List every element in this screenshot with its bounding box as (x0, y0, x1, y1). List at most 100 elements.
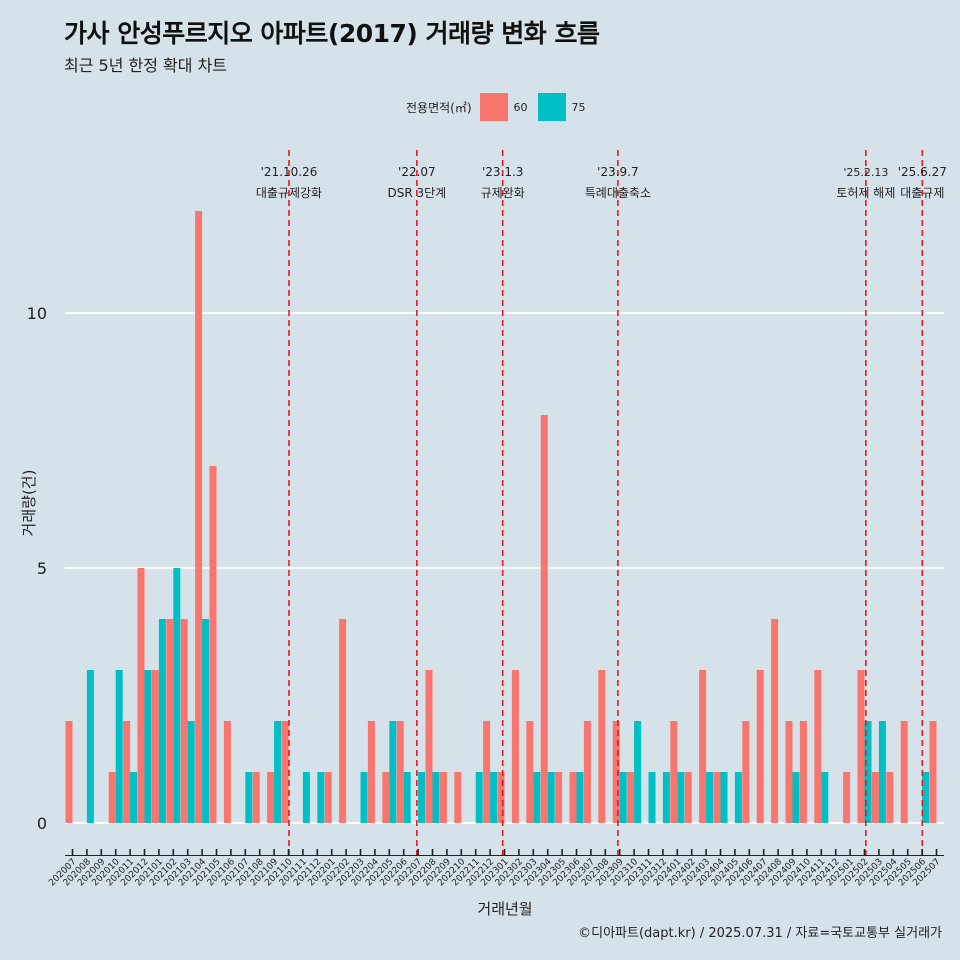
event-label: 토허제 해제 (836, 186, 895, 200)
bar-75-202103 (187, 721, 195, 823)
event-label: 규제완화 (481, 186, 525, 200)
bar-75-202304 (547, 772, 555, 823)
bar-60-202105 (209, 466, 217, 823)
event-label: 대출규제 (900, 186, 944, 200)
event-label: DSR 3단계 (387, 186, 446, 200)
chart-title: 가사 안성푸르지오 아파트(2017) 거래량 변화 흐름 (64, 19, 600, 48)
event-date-label: '25.6.27 (898, 165, 947, 179)
bar-60-202403 (699, 670, 707, 823)
bar-60-202101 (151, 670, 159, 823)
bar-60-202212 (483, 721, 491, 823)
bars (65, 211, 937, 823)
bar-75-202205 (389, 721, 397, 823)
bar-75-202111 (302, 772, 310, 823)
bar-75-202311 (648, 772, 656, 823)
bar-75-202411 (821, 772, 829, 823)
bar-60-202505 (900, 721, 908, 823)
bar-75-202011 (130, 772, 138, 823)
bar-60-202507 (929, 721, 937, 823)
event-date-label: '22.07 (398, 165, 436, 179)
bar-60-202310 (627, 772, 635, 823)
bar-75-202404 (720, 772, 728, 823)
chart-subtitle: 최근 5년 한정 확대 차트 (64, 56, 228, 75)
bar-75-202208 (432, 772, 440, 823)
y-tick-label: 5 (37, 559, 47, 578)
bar-60-202110 (281, 721, 289, 823)
bar-75-202010 (115, 670, 123, 823)
bar-75-202306 (576, 772, 584, 823)
bar-60-202406 (742, 721, 750, 823)
bar-60-202401 (670, 721, 678, 823)
bar-60-202504 (886, 772, 894, 823)
bar-75-202401 (677, 772, 685, 823)
bar-60-202104 (195, 211, 203, 823)
bar-75-202008 (86, 670, 94, 823)
bar-75-202012 (144, 670, 152, 823)
legend-swatch-60 (479, 93, 508, 121)
bar-60-202404 (713, 772, 721, 823)
y-tick-label: 0 (37, 814, 47, 833)
bar-60-202402 (684, 772, 692, 823)
event-date-label: '23.1.3 (482, 165, 523, 179)
y-axis-label: 거래량(건) (20, 470, 38, 537)
legend-label-75: 75 (571, 100, 586, 114)
bar-60-202306 (569, 772, 577, 823)
bar-60-202109 (267, 772, 275, 823)
bar-60-202108 (252, 772, 260, 823)
bar-60-202007 (65, 721, 73, 823)
x-axis: 2020072020082020092020102020112020122021… (47, 849, 944, 888)
bar-75-202403 (706, 772, 714, 823)
bar-60-202102 (166, 619, 174, 823)
y-tick-label: 10 (27, 304, 47, 323)
legend: 전용면적(㎡) 60 75 (406, 93, 596, 121)
bar-60-202502 (857, 670, 865, 823)
bar-60-202410 (799, 721, 807, 823)
bar-60-202309 (612, 721, 620, 823)
bar-60-202210 (454, 772, 462, 823)
bar-60-202106 (223, 721, 231, 823)
bar-75-202405 (734, 772, 742, 823)
event-label: 대출규제강화 (256, 186, 322, 200)
bar-60-202304 (540, 415, 548, 823)
bar-60-202012 (137, 568, 145, 823)
y-axis: 0 5 10 (27, 304, 47, 833)
legend-item-75: 75 (537, 93, 586, 121)
bar-75-202207 (418, 772, 426, 823)
bar-60-202103 (180, 619, 188, 823)
bar-75-202104 (202, 619, 210, 823)
bar-60-202202 (339, 619, 347, 823)
bar-60-202011 (123, 721, 131, 823)
legend-label-60: 60 (513, 100, 528, 114)
bar-75-202211 (475, 772, 483, 823)
event-date-label: '25.2.13 (843, 166, 888, 179)
bar-60-202501 (843, 772, 851, 823)
source-caption: ©디아파트(dapt.kr) / 2025.07.31 / 자료=국토교통부 실… (578, 926, 942, 941)
bar-60-202305 (555, 772, 563, 823)
bar-60-202010 (108, 772, 116, 823)
x-axis-label: 거래년월 (477, 900, 532, 918)
bar-60-202409 (785, 721, 793, 823)
event-label: 특례대출축소 (585, 186, 651, 200)
bar-75-202101 (158, 619, 166, 823)
bar-60-202303 (526, 721, 534, 823)
bar-75-202109 (274, 721, 282, 823)
bar-60-202308 (598, 670, 606, 823)
bar-60-202206 (396, 721, 404, 823)
bar-75-202303 (533, 772, 541, 823)
legend-item-60: 60 (479, 93, 528, 121)
bar-75-202506 (922, 772, 930, 823)
bar-60-202205 (382, 772, 390, 823)
bar-60-202503 (871, 772, 879, 823)
bar-60-202208 (425, 670, 433, 823)
bar-75-202102 (173, 568, 181, 823)
bar-75-202112 (317, 772, 325, 823)
legend-title: 전용면적(㎡) (406, 100, 472, 115)
bar-75-202212 (490, 772, 498, 823)
event-date-label: '23.9.7 (597, 165, 638, 179)
bar-75-202503 (878, 721, 886, 823)
bar-60-202204 (367, 721, 375, 823)
bar-60-202302 (511, 670, 519, 823)
bar-75-202312 (662, 772, 670, 823)
bar-60-202408 (771, 619, 779, 823)
